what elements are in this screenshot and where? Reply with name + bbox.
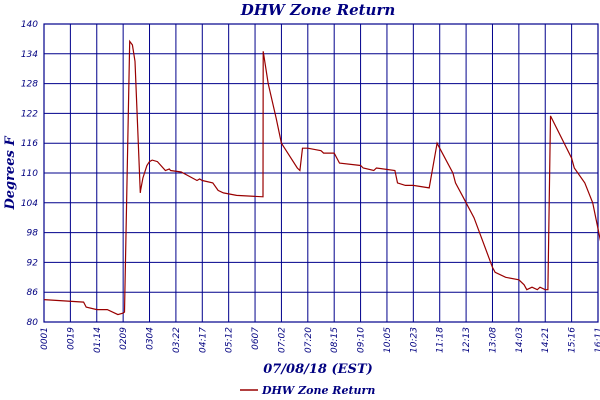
y-tick-label: 140 <box>21 20 38 30</box>
x-tick-label: 14:21 <box>541 327 551 353</box>
y-tick-label: 98 <box>27 229 39 239</box>
series <box>43 39 600 316</box>
x-tick-label: 0607 <box>251 327 261 350</box>
legend: DHW Zone Return <box>240 384 375 397</box>
x-tick-label: 04:17 <box>198 327 208 353</box>
x-tick-label: 11:18 <box>436 327 446 353</box>
x-tick-label: 09:10 <box>357 327 367 353</box>
x-tick-label: 03:22 <box>172 327 182 353</box>
x-tick-label: 05:12 <box>225 327 235 353</box>
x-axis-label: 07/08/18 (EST) <box>263 362 373 377</box>
x-tick-label: 10:23 <box>409 327 419 353</box>
x-tick-label: 0304 <box>146 327 156 350</box>
x-tick-label: 16:11 <box>594 327 600 353</box>
y-tick-label: 92 <box>27 258 39 268</box>
x-tick-label: 01:14 <box>93 327 103 353</box>
chart-title: DHW Zone Return <box>240 1 396 19</box>
x-tick-labels: 0001 0019 01:14 0209 0304 03:22 04:17 05:12 0607… <box>40 327 600 353</box>
x-tick-label: 08:15 <box>330 327 340 353</box>
y-tick-label: 86 <box>27 288 39 298</box>
x-tick-label: 14:03 <box>515 327 525 353</box>
x-tick-label: 0001 <box>40 327 50 350</box>
legend-label: DHW Zone Return <box>261 384 375 397</box>
x-tick-label: 13:08 <box>488 327 498 353</box>
y-tick-label: 128 <box>21 80 38 90</box>
y-tick-label: 110 <box>21 169 38 179</box>
y-tick-labels: 80 86 92 98 104 110 116 122 128 134 140 <box>21 20 38 328</box>
x-tick-label: 07:20 <box>304 327 314 353</box>
x-tick-label: 12:13 <box>462 327 472 353</box>
y-tick-label: 134 <box>21 50 38 60</box>
y-tick-label: 104 <box>21 199 38 209</box>
x-tick-label: 0209 <box>119 327 129 350</box>
x-tick-label: 15:16 <box>568 327 578 353</box>
y-tick-label: 80 <box>27 318 39 328</box>
y-tick-label: 116 <box>21 139 38 149</box>
y-tick-label: 122 <box>21 109 38 119</box>
x-tick-label: 07:02 <box>277 327 287 353</box>
y-axis-label: Degrees F <box>3 136 18 211</box>
x-tick-label: 0019 <box>66 327 76 350</box>
x-tick-label: 10:05 <box>383 327 393 353</box>
series-line <box>43 39 600 316</box>
plot-frame <box>43 23 599 323</box>
